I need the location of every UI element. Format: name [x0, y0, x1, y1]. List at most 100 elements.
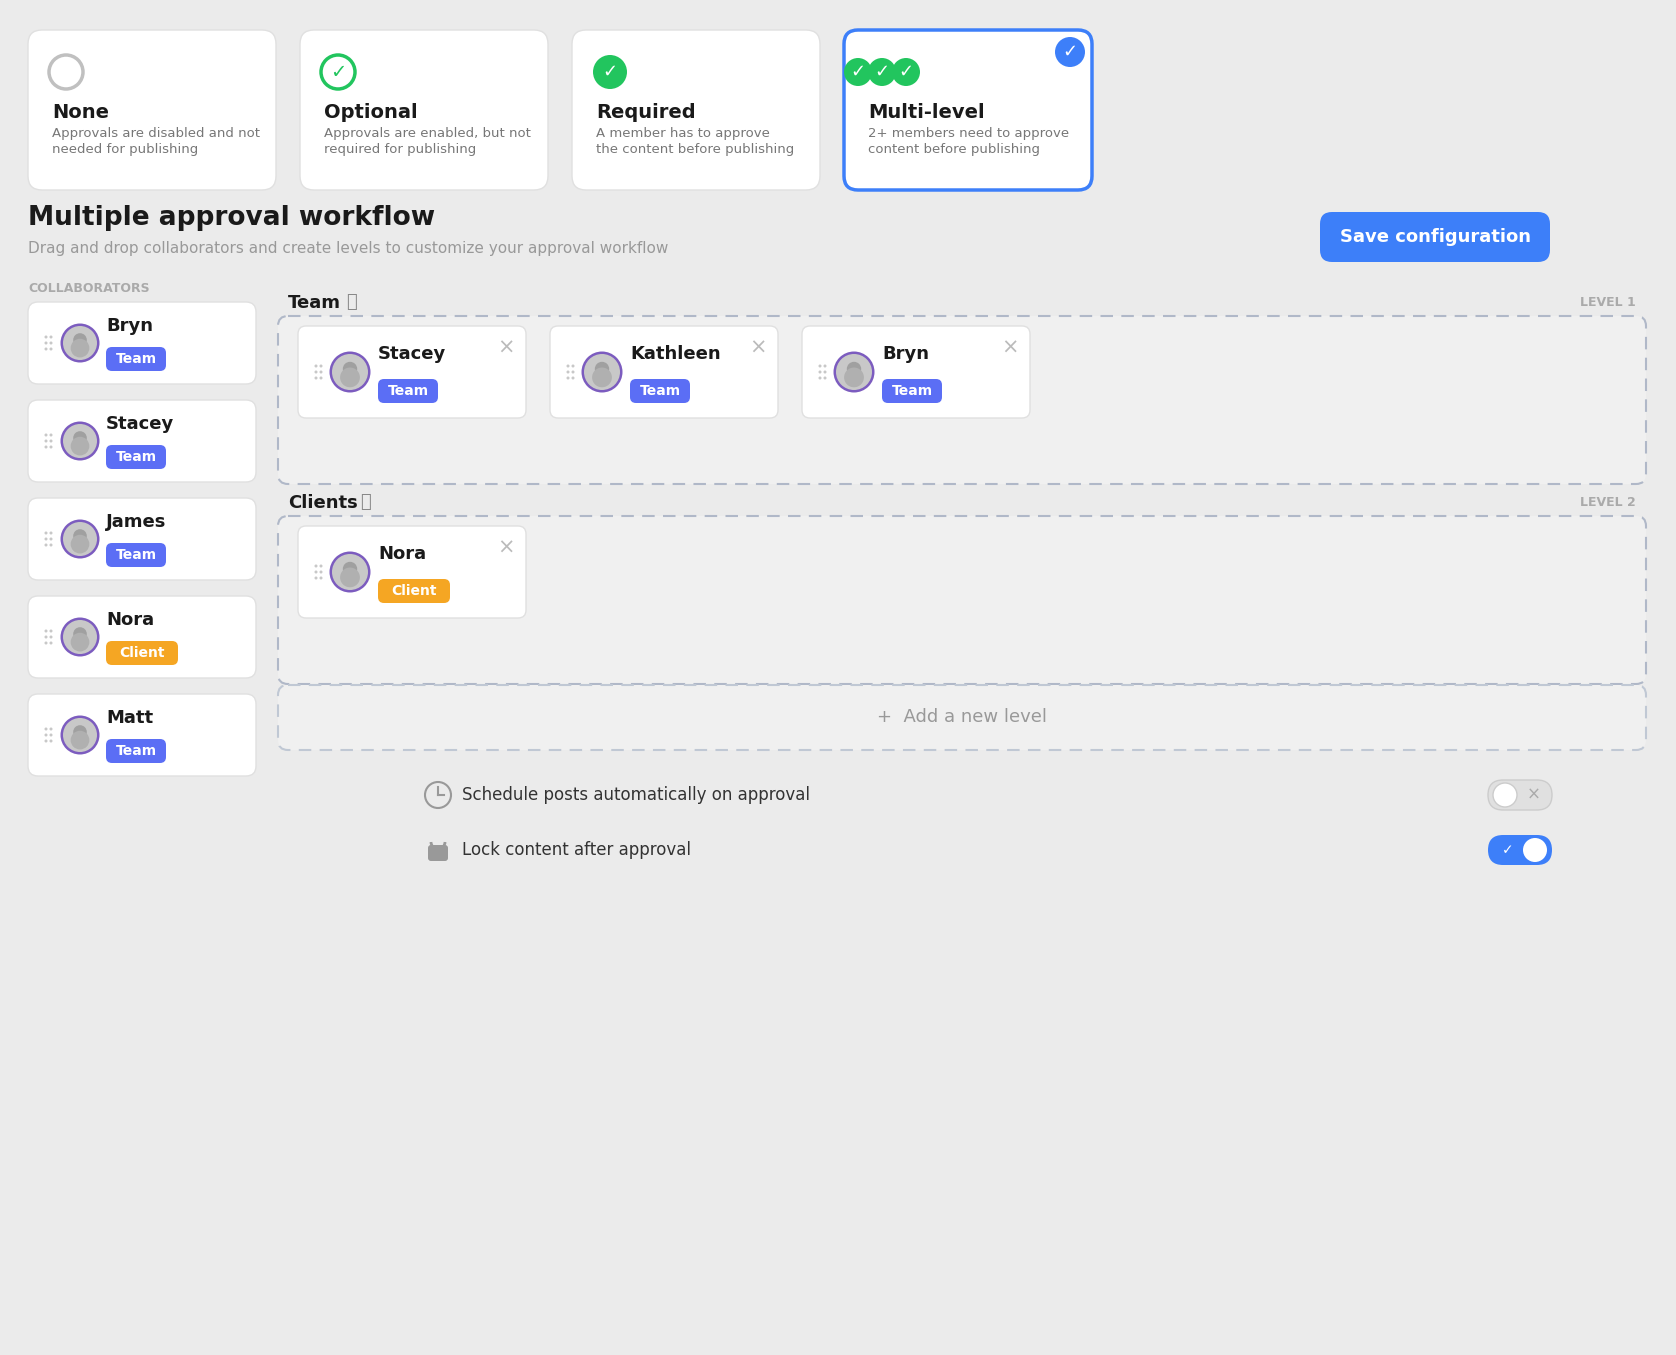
Text: Approvals are disabled and not: Approvals are disabled and not — [52, 126, 260, 140]
FancyBboxPatch shape — [882, 379, 942, 402]
Text: Drag and drop collaborators and create levels to customize your approval workflo: Drag and drop collaborators and create l… — [28, 240, 669, 256]
FancyBboxPatch shape — [28, 30, 277, 190]
Text: Team: Team — [387, 383, 429, 398]
Circle shape — [572, 364, 575, 367]
Text: Bryn: Bryn — [106, 317, 153, 335]
Circle shape — [320, 370, 322, 374]
FancyBboxPatch shape — [106, 444, 166, 469]
Text: Client: Client — [119, 646, 164, 660]
FancyBboxPatch shape — [379, 379, 437, 402]
Circle shape — [315, 364, 317, 367]
Text: ×: × — [498, 337, 515, 358]
Circle shape — [74, 725, 87, 738]
Circle shape — [45, 531, 47, 534]
FancyBboxPatch shape — [28, 400, 256, 482]
Circle shape — [315, 565, 317, 568]
Circle shape — [60, 618, 99, 657]
Circle shape — [340, 367, 360, 388]
Circle shape — [74, 431, 87, 444]
Circle shape — [582, 351, 622, 393]
Circle shape — [50, 630, 52, 633]
Circle shape — [315, 377, 317, 379]
Circle shape — [320, 364, 322, 367]
Circle shape — [572, 377, 575, 379]
Text: 2+ members need to approve: 2+ members need to approve — [868, 126, 1069, 140]
FancyBboxPatch shape — [278, 686, 1646, 751]
Circle shape — [818, 364, 821, 367]
Circle shape — [1523, 837, 1547, 862]
Circle shape — [566, 370, 570, 374]
FancyBboxPatch shape — [1488, 780, 1552, 810]
Circle shape — [823, 377, 826, 379]
Circle shape — [60, 715, 99, 755]
Text: content before publishing: content before publishing — [868, 144, 1041, 156]
Circle shape — [64, 522, 97, 556]
Text: LEVEL 1: LEVEL 1 — [1580, 297, 1636, 309]
Circle shape — [45, 635, 47, 638]
FancyBboxPatch shape — [572, 30, 820, 190]
Text: ×: × — [498, 538, 515, 558]
Circle shape — [60, 519, 99, 558]
Text: ⧉: ⧉ — [360, 493, 370, 511]
FancyBboxPatch shape — [298, 327, 526, 417]
FancyBboxPatch shape — [1488, 835, 1552, 864]
FancyBboxPatch shape — [28, 499, 256, 580]
Text: needed for publishing: needed for publishing — [52, 144, 198, 156]
Text: Stacey: Stacey — [106, 415, 174, 434]
Circle shape — [315, 576, 317, 580]
Circle shape — [50, 740, 52, 743]
Text: A member has to approve: A member has to approve — [597, 126, 769, 140]
Circle shape — [823, 370, 826, 374]
Text: Team: Team — [116, 744, 156, 757]
Circle shape — [320, 377, 322, 379]
Circle shape — [50, 728, 52, 730]
Circle shape — [45, 543, 47, 546]
Text: Lock content after approval: Lock content after approval — [463, 841, 691, 859]
Text: Schedule posts automatically on approval: Schedule posts automatically on approval — [463, 786, 810, 804]
Circle shape — [50, 641, 52, 645]
Circle shape — [320, 565, 322, 568]
FancyBboxPatch shape — [298, 526, 526, 618]
FancyBboxPatch shape — [845, 30, 1093, 190]
Text: Team: Team — [892, 383, 932, 398]
Circle shape — [595, 362, 608, 377]
Circle shape — [74, 627, 87, 641]
Text: required for publishing: required for publishing — [323, 144, 476, 156]
Text: the content before publishing: the content before publishing — [597, 144, 794, 156]
Circle shape — [45, 733, 47, 737]
Circle shape — [320, 570, 322, 573]
Circle shape — [50, 336, 52, 339]
FancyBboxPatch shape — [28, 596, 256, 678]
Text: Team: Team — [288, 294, 340, 312]
FancyBboxPatch shape — [28, 302, 256, 383]
Circle shape — [818, 377, 821, 379]
Circle shape — [74, 530, 87, 543]
Circle shape — [320, 576, 322, 580]
Text: Stacey: Stacey — [379, 346, 446, 363]
Text: Bryn: Bryn — [882, 346, 929, 363]
Text: +  Add a new level: + Add a new level — [877, 709, 1048, 726]
Circle shape — [836, 354, 872, 390]
Circle shape — [845, 58, 872, 85]
Circle shape — [330, 551, 370, 592]
Text: Nora: Nora — [106, 611, 154, 629]
Text: Multiple approval workflow: Multiple approval workflow — [28, 205, 436, 230]
Circle shape — [50, 531, 52, 534]
Circle shape — [845, 367, 863, 388]
Circle shape — [45, 740, 47, 743]
FancyBboxPatch shape — [550, 327, 778, 417]
Circle shape — [70, 535, 89, 553]
Circle shape — [566, 377, 570, 379]
Circle shape — [50, 446, 52, 449]
Text: Multi-level: Multi-level — [868, 103, 984, 122]
Text: ×: × — [1527, 786, 1540, 804]
Circle shape — [45, 341, 47, 344]
Text: Kathleen: Kathleen — [630, 346, 721, 363]
FancyBboxPatch shape — [278, 516, 1646, 684]
Circle shape — [64, 327, 97, 360]
Circle shape — [45, 728, 47, 730]
Circle shape — [45, 538, 47, 541]
Text: ⧉: ⧉ — [345, 293, 357, 312]
Text: ×: × — [749, 337, 766, 358]
Text: Required: Required — [597, 103, 696, 122]
